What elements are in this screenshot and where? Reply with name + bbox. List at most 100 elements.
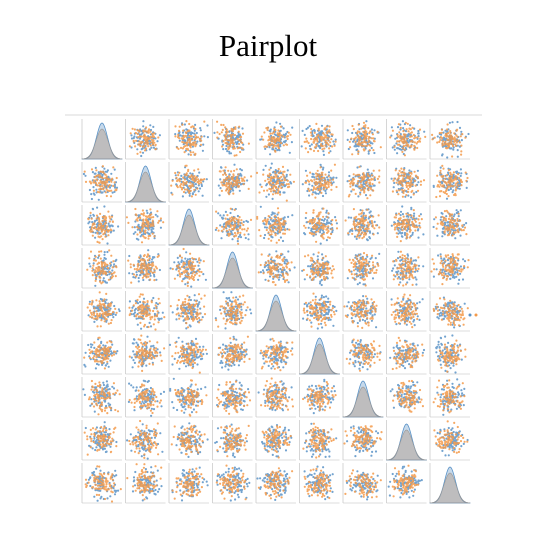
point-cloud-orange xyxy=(302,422,335,459)
panel xyxy=(255,291,297,332)
point-cloud-orange xyxy=(128,126,160,155)
point-cloud-orange xyxy=(215,464,247,501)
kde-orange xyxy=(255,300,297,332)
panel xyxy=(342,205,383,246)
panel xyxy=(168,205,210,246)
panel xyxy=(212,377,253,418)
point-cloud-orange xyxy=(347,165,381,200)
point-cloud-orange xyxy=(128,383,163,415)
point-cloud-orange xyxy=(343,425,383,452)
panel xyxy=(299,162,340,203)
kde-orange xyxy=(342,386,384,418)
point-cloud-orange xyxy=(434,209,468,237)
panel xyxy=(255,119,296,160)
legend-marker xyxy=(474,313,478,317)
panel xyxy=(125,334,166,375)
point-cloud-blue xyxy=(433,296,466,329)
kde-orange xyxy=(81,128,123,160)
panel xyxy=(212,463,253,504)
panel xyxy=(81,162,122,203)
kde-blue xyxy=(255,294,297,332)
panel xyxy=(299,420,340,461)
kde-blue xyxy=(429,466,471,504)
point-cloud-orange xyxy=(86,291,118,328)
panel xyxy=(429,334,470,375)
kde-orange xyxy=(299,343,340,375)
panel xyxy=(125,162,166,203)
panel xyxy=(299,334,340,375)
panel xyxy=(429,291,470,332)
point-cloud-orange xyxy=(433,420,469,454)
point-cloud-orange xyxy=(255,165,296,202)
point-cloud-orange xyxy=(174,379,208,417)
point-cloud-orange xyxy=(302,292,336,328)
kde-blue xyxy=(125,165,166,203)
point-cloud-orange xyxy=(215,294,249,328)
panel xyxy=(299,463,340,504)
point-cloud-orange xyxy=(390,293,419,329)
point-cloud-orange xyxy=(345,338,382,372)
panel xyxy=(386,291,427,332)
point-cloud-orange xyxy=(83,426,118,456)
panel xyxy=(81,334,122,375)
panel xyxy=(429,377,470,418)
panel xyxy=(168,420,209,461)
panel xyxy=(429,248,470,289)
panel xyxy=(212,248,253,289)
point-cloud-orange xyxy=(344,208,381,240)
panel xyxy=(342,334,383,375)
panel xyxy=(255,463,296,504)
kde-blue xyxy=(81,122,123,160)
panel xyxy=(212,205,253,246)
panel xyxy=(299,119,340,160)
point-cloud-orange xyxy=(128,334,166,372)
point-cloud-orange xyxy=(430,253,470,286)
panel xyxy=(125,205,166,246)
point-cloud-orange xyxy=(257,252,293,286)
panel xyxy=(125,377,166,418)
panel xyxy=(429,205,470,246)
panel xyxy=(299,291,340,332)
point-cloud-orange xyxy=(389,121,427,157)
point-cloud-orange xyxy=(260,125,292,153)
point-cloud-orange xyxy=(436,339,467,373)
point-cloud-orange xyxy=(392,250,420,287)
point-cloud-orange xyxy=(218,166,253,196)
panel xyxy=(168,291,209,332)
point-cloud-orange xyxy=(84,465,122,503)
kde-blue xyxy=(342,380,384,418)
panel xyxy=(81,248,122,289)
panel xyxy=(386,420,427,461)
point-cloud-orange xyxy=(303,467,332,500)
panel xyxy=(255,162,296,203)
panel xyxy=(125,119,166,160)
panel xyxy=(125,248,166,289)
panel xyxy=(255,248,296,289)
panel xyxy=(429,162,470,203)
point-cloud-orange xyxy=(392,209,423,243)
point-cloud-orange xyxy=(216,424,250,458)
point-cloud-orange xyxy=(260,377,295,411)
point-cloud-orange xyxy=(432,297,469,327)
panel xyxy=(386,463,427,504)
panel xyxy=(81,291,122,332)
panel xyxy=(342,248,383,289)
panel xyxy=(429,119,470,160)
point-cloud-orange xyxy=(256,207,291,244)
panel xyxy=(342,291,383,332)
panel xyxy=(386,205,427,246)
kde-orange xyxy=(168,214,210,246)
point-cloud-orange xyxy=(169,293,207,329)
point-cloud-orange xyxy=(83,336,117,370)
panel xyxy=(212,334,253,375)
point-cloud-orange xyxy=(170,424,206,456)
panel xyxy=(81,420,122,461)
point-cloud-orange xyxy=(171,340,208,374)
kde-orange xyxy=(212,257,253,289)
point-cloud-orange xyxy=(217,335,251,366)
panel xyxy=(81,205,122,246)
point-cloud-orange xyxy=(216,120,251,157)
point-cloud-orange xyxy=(215,207,253,245)
point-cloud-orange xyxy=(216,380,252,415)
